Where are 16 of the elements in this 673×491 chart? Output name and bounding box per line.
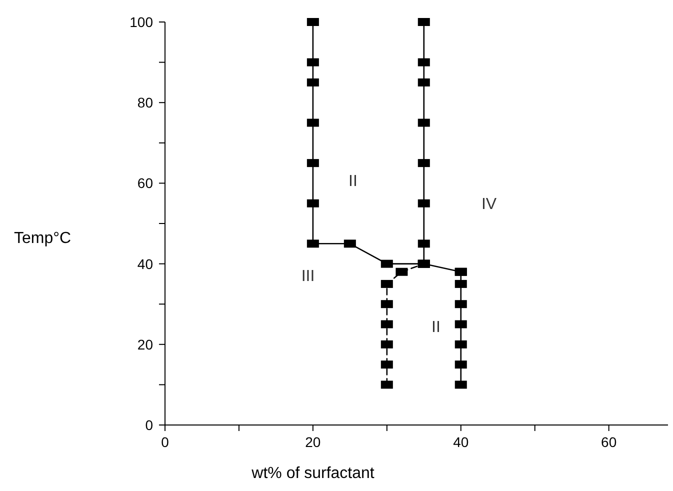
x-tick-label: 60: [601, 434, 617, 450]
annotation: II: [432, 319, 440, 336]
y-tick-label: 100: [130, 14, 154, 30]
annotation: II: [348, 173, 358, 190]
annotation: IV: [481, 196, 497, 214]
y-tick-label: 80: [137, 94, 154, 111]
x-tick-label: 20: [305, 434, 321, 450]
x-tick-label: 0: [161, 434, 170, 450]
y-tick-label: 40: [137, 256, 154, 272]
y-tick-label: 60: [137, 175, 154, 192]
y-tick-label: 20: [137, 336, 154, 352]
annotation: III: [301, 268, 315, 286]
x-tick-label: 40: [453, 434, 469, 450]
x-axis-title: wt% of surfactant: [250, 465, 375, 482]
y-tick-label: 0: [145, 417, 154, 433]
y-axis-title: Temp°C: [14, 230, 72, 247]
